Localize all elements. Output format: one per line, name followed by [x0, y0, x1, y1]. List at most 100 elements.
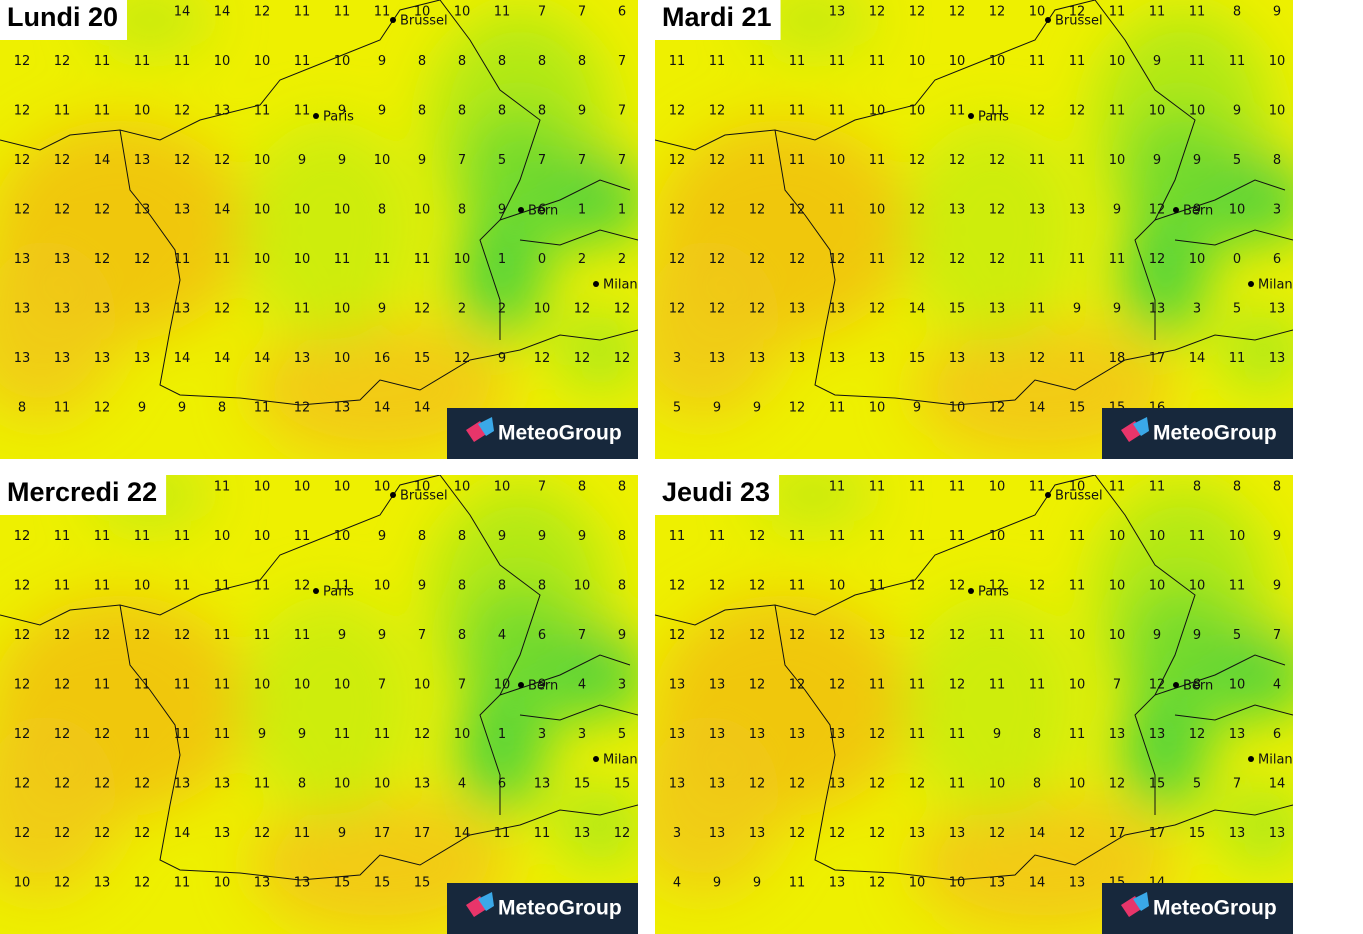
- temperature-label: 13: [829, 351, 846, 366]
- temperature-label: 11: [1109, 252, 1126, 267]
- temperature-label: 15: [1149, 777, 1166, 792]
- temperature-label: 11: [869, 252, 886, 267]
- logo-icon: [1133, 417, 1149, 436]
- temperature-label: 9: [418, 579, 426, 594]
- temperature-label: 13: [1229, 727, 1246, 742]
- temperature-label: 10: [454, 5, 471, 20]
- temperature-label: 10: [254, 54, 271, 69]
- temperature-label: 7: [1233, 777, 1241, 792]
- temperature-label: 11: [54, 104, 71, 119]
- temperature-label: 11: [1029, 153, 1046, 168]
- temperature-label: 12: [54, 777, 71, 792]
- coastline: [655, 475, 1293, 881]
- temperature-label: 12: [989, 579, 1006, 594]
- temperature-label: 11: [214, 628, 231, 643]
- temperature-label: 11: [789, 54, 806, 69]
- temperature-label: 14: [214, 203, 231, 218]
- temperature-label: 13: [414, 777, 431, 792]
- temperature-label: 12: [749, 529, 766, 544]
- temperature-label: 8: [458, 628, 466, 643]
- temperature-label: 9: [1193, 153, 1201, 168]
- temperature-label: 9: [1073, 302, 1081, 317]
- temperature-label: 11: [134, 529, 151, 544]
- temperature-label: 13: [134, 302, 151, 317]
- temperature-label: 10: [829, 579, 846, 594]
- temperature-label: 11: [909, 678, 926, 693]
- temperature-label: 9: [578, 529, 586, 544]
- temp-area: [1218, 785, 1293, 865]
- temperature-label: 12: [989, 203, 1006, 218]
- temperature-label: 12: [869, 727, 886, 742]
- temperature-label: 12: [14, 777, 31, 792]
- temperature-label: 12: [1069, 5, 1086, 20]
- temperature-label: 10: [254, 678, 271, 693]
- city-dot: [968, 588, 974, 594]
- temperature-label: 11: [869, 579, 886, 594]
- map-panel: 14 14 12 11 11 11 10 10 11 7 7 612 12 11 11 11 10 10 11 10 9…: [0, 0, 638, 459]
- temperature-label: 9: [338, 628, 346, 643]
- temperature-label: 9: [338, 826, 346, 841]
- temperature-label: 13: [1109, 727, 1126, 742]
- temperature-label: 12: [54, 826, 71, 841]
- temperature-label: 12: [94, 252, 111, 267]
- temperature-label: 5: [1233, 302, 1241, 317]
- temperature-label: 13: [989, 302, 1006, 317]
- temperature-label: 12: [534, 351, 551, 366]
- temperature-label: 8: [578, 54, 586, 69]
- city-dot: [968, 113, 974, 119]
- temperature-label: 12: [14, 678, 31, 693]
- temperature-label: 10: [414, 678, 431, 693]
- temperature-label: 17: [1109, 826, 1126, 841]
- temperature-label: 12: [869, 826, 886, 841]
- temperature-label: 7: [538, 5, 546, 20]
- temperature-label: 15: [414, 876, 431, 891]
- temperature-label: 10: [869, 401, 886, 416]
- temperature-label: 14: [174, 5, 191, 20]
- city-dot: [518, 207, 524, 213]
- temperature-label: 11: [1069, 579, 1086, 594]
- temperature-label: 6: [498, 777, 506, 792]
- temperature-label: 11: [374, 252, 391, 267]
- temp-area: [1118, 220, 1208, 340]
- temperature-label: 8: [1233, 5, 1241, 20]
- temp-area: [655, 240, 783, 420]
- temperature-label: 10: [134, 579, 151, 594]
- panel-title: Mardi 21: [662, 2, 772, 32]
- temperature-label: 10: [294, 252, 311, 267]
- temperature-label: 9: [498, 529, 506, 544]
- temperature-label: 7: [538, 153, 546, 168]
- temperature-label: 13: [709, 727, 726, 742]
- temperature-label: 7: [618, 104, 626, 119]
- temperature-label: 10: [294, 678, 311, 693]
- temperature-label: 9: [378, 302, 386, 317]
- temperature-label: 7: [538, 480, 546, 495]
- temperature-label: 13: [709, 777, 726, 792]
- temperature-label: 11: [1069, 529, 1086, 544]
- temperature-label: 10: [374, 777, 391, 792]
- temperature-label: 13: [949, 826, 966, 841]
- temperature-label: 10: [494, 480, 511, 495]
- temperature-label: 11: [869, 153, 886, 168]
- temperature-label: 11: [989, 104, 1006, 119]
- temperature-label: 11: [669, 54, 686, 69]
- temperature-label: 10: [374, 153, 391, 168]
- temperature-label: 11: [334, 252, 351, 267]
- temperature-label: 12: [214, 302, 231, 317]
- temperature-label: 10: [909, 104, 926, 119]
- city-label: Milan: [1258, 753, 1293, 768]
- temperature-label: 10: [989, 777, 1006, 792]
- temperature-label: 12: [709, 153, 726, 168]
- city-dot: [593, 756, 599, 762]
- temperature-label: 11: [54, 401, 71, 416]
- temperature-label: 12: [789, 628, 806, 643]
- temperature-label: 10: [214, 876, 231, 891]
- temperature-label: 12: [14, 529, 31, 544]
- temperature-label: 11: [1229, 351, 1246, 366]
- temperature-label: 16: [374, 351, 391, 366]
- temperature-label: 12: [574, 351, 591, 366]
- temperature-label: 11: [134, 727, 151, 742]
- temperature-label: 11: [254, 579, 271, 594]
- temperature-label: 12: [789, 252, 806, 267]
- temperature-label: 8: [538, 579, 546, 594]
- temperature-label: 11: [749, 104, 766, 119]
